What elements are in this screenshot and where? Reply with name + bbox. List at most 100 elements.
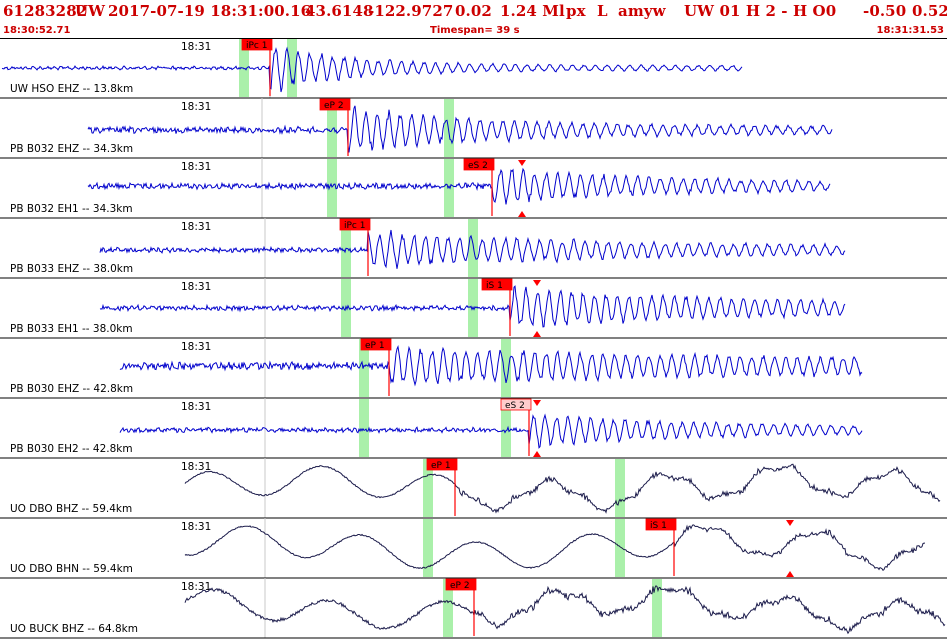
type-code: L — [597, 2, 608, 20]
event-depth: 0.02 — [455, 2, 492, 20]
waveform — [1, 46, 743, 93]
triangle-marker-bottom — [533, 331, 541, 337]
phase-window — [327, 159, 337, 217]
time-tick-label: 18:31 — [181, 461, 211, 473]
station-label: PB B032 EHZ -- 34.3km — [10, 143, 133, 155]
trace-row[interactable]: 18:31 iS 1 PB B033 EH1 -- 38.0km — [0, 278, 947, 339]
station-label: UW HSO EHZ -- 13.8km — [10, 83, 133, 95]
waveform — [99, 229, 846, 269]
trace-row[interactable]: 18:31 iS 1 UO DBO BHN -- 59.4km — [0, 518, 947, 579]
pick-label[interactable]: eS 2 — [505, 401, 525, 411]
scale-value-2: 0.52 — [912, 2, 947, 20]
pick-label-box[interactable] — [463, 158, 495, 171]
pick-label[interactable]: eP 2 — [324, 101, 344, 111]
pick-label[interactable]: iS 1 — [486, 281, 503, 291]
network-code: UW — [75, 2, 106, 20]
phase-window — [359, 399, 369, 457]
start-time: 18:30:52.71 — [3, 25, 71, 36]
pick-label-box[interactable] — [426, 458, 458, 471]
analyst-name: amyw — [618, 2, 666, 20]
event-header: 61283282 UW 2017-07-19 18:31:00.16 43.61… — [0, 0, 947, 38]
trace-row[interactable]: 18:31 eP 1 UO DBO BHZ -- 59.4km — [0, 458, 947, 519]
station-label: PB B033 EHZ -- 38.0km — [10, 263, 133, 275]
event-datetime: 2017-07-19 18:31:00.16 — [108, 2, 312, 20]
pick-label-box[interactable] — [645, 518, 677, 531]
trace-row[interactable]: 18:31 eP 2 PB B032 EHZ -- 34.3km — [0, 98, 947, 159]
time-tick-label: 18:31 — [181, 41, 211, 53]
pick-label[interactable]: iPc 1 — [246, 41, 267, 51]
phase-window — [443, 579, 453, 637]
waveform — [87, 105, 833, 153]
pick-label[interactable]: eS 2 — [468, 161, 488, 171]
triangle-marker-top — [533, 400, 541, 406]
trace-row[interactable]: 18:31 eP 1 PB B030 EHZ -- 42.8km — [0, 338, 947, 399]
pick-label[interactable]: eP 1 — [365, 341, 385, 351]
waveform — [87, 167, 831, 205]
waveform — [99, 285, 846, 328]
pick-label-box[interactable] — [319, 98, 351, 111]
pick-label[interactable]: iPc 1 — [344, 221, 365, 231]
triangle-marker-bottom — [786, 571, 794, 577]
phase-window — [468, 219, 478, 277]
time-tick-label: 18:31 — [181, 341, 211, 353]
phase-window — [652, 579, 662, 637]
pick-label-box[interactable] — [339, 218, 371, 231]
triangle-marker-top — [786, 520, 794, 526]
pick-label-box[interactable] — [500, 398, 532, 411]
station-label: PB B030 EHZ -- 42.8km — [10, 383, 133, 395]
seismogram-panel[interactable]: 18:31 iPc 1 UW HSO EHZ -- 13.8km 18:31 eP 2 P… — [0, 38, 947, 640]
phase-window — [501, 339, 511, 397]
pick-label[interactable]: eP 1 — [431, 461, 451, 471]
pick-label[interactable]: iS 1 — [650, 521, 667, 531]
event-longitude: -122.9727 — [368, 2, 454, 20]
station-label: PB B032 EH1 -- 34.3km — [10, 203, 133, 215]
phase-window — [287, 39, 297, 97]
station-label: UO BUCK BHZ -- 64.8km — [10, 623, 138, 635]
trace-row[interactable]: 18:31 eS 2 PB B030 EH2 -- 42.8km — [0, 398, 947, 459]
end-time: 18:31:31.53 — [876, 25, 944, 36]
triangle-marker-bottom — [518, 211, 526, 217]
time-tick-label: 18:31 — [181, 521, 211, 533]
phase-window — [615, 519, 625, 577]
station-label: UO DBO BHZ -- 59.4km — [10, 503, 132, 515]
station-label: PB B030 EH2 -- 42.8km — [10, 443, 133, 455]
px-label: px — [566, 2, 586, 20]
phase-window — [444, 159, 454, 217]
event-id: 61283282 — [3, 2, 88, 20]
pick-label[interactable]: eP 2 — [450, 581, 470, 591]
station-label: UO DBO BHN -- 59.4km — [10, 563, 133, 575]
time-tick-label: 18:31 — [181, 161, 211, 173]
triangle-marker-top — [533, 280, 541, 286]
waveform — [119, 344, 863, 387]
time-tick-label: 18:31 — [181, 281, 211, 293]
phase-window — [501, 399, 511, 457]
phase-window — [423, 459, 433, 517]
event-magnitude: 1.24 Ml — [500, 2, 565, 20]
phase-window — [239, 39, 249, 97]
waveform — [184, 524, 925, 572]
phase-window — [327, 99, 337, 157]
time-tick-label: 18:31 — [181, 101, 211, 113]
pick-label-box[interactable] — [481, 278, 513, 291]
time-tick-label: 18:31 — [181, 401, 211, 413]
event-latitude: 43.6148 — [305, 2, 374, 20]
phase-window — [423, 519, 433, 577]
waveform — [184, 585, 946, 635]
scale-value-1: -0.50 — [863, 2, 907, 20]
station-label: PB B033 EH1 -- 38.0km — [10, 323, 133, 335]
phase-window — [615, 459, 625, 517]
phase-window — [444, 99, 454, 157]
trace-row[interactable]: 18:31 eS 2 PB B032 EH1 -- 34.3km — [0, 158, 947, 219]
triangle-marker-bottom — [533, 451, 541, 457]
station-block: UW 01 H 2 - H O0 — [684, 2, 837, 20]
timespan-label: Timespan= 39 s — [430, 25, 520, 36]
pick-label-box[interactable] — [360, 338, 392, 351]
pick-label-box[interactable] — [445, 578, 477, 591]
trace-row[interactable]: 18:31 iPc 1 PB B033 EHZ -- 38.0km — [0, 218, 947, 279]
waveform — [184, 463, 941, 514]
trace-row[interactable]: 18:31 eP 2UO BUCK BHZ -- 64.8km — [0, 578, 947, 639]
trace-row[interactable]: 18:31 iPc 1 UW HSO EHZ -- 13.8km — [0, 38, 947, 99]
triangle-marker-top — [518, 160, 526, 166]
waveform — [119, 413, 863, 449]
time-tick-label: 18:31 — [181, 221, 211, 233]
